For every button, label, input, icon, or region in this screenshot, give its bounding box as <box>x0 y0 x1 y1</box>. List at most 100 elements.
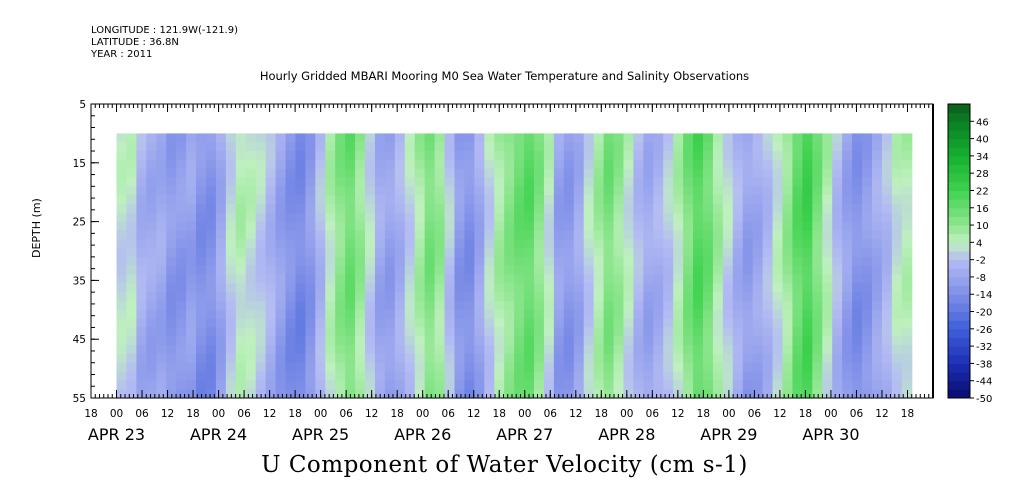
heatmap-cell <box>514 327 525 337</box>
heatmap-cell <box>613 230 625 240</box>
heatmap-cell <box>196 203 207 214</box>
heatmap-cell <box>712 168 724 179</box>
heatmap-cell <box>384 203 396 214</box>
heatmap-cell <box>116 142 128 152</box>
heatmap-cell <box>404 380 416 390</box>
heatmap-cell <box>653 248 664 258</box>
heatmap-cell <box>365 221 376 232</box>
heatmap-cell <box>365 248 376 258</box>
heatmap-cell <box>862 353 873 364</box>
heatmap-cell <box>852 318 863 329</box>
heatmap-cell <box>504 345 515 355</box>
heatmap-cell <box>822 159 833 170</box>
heatmap-cell <box>384 336 396 346</box>
heatmap-cell <box>832 283 843 293</box>
heatmap-cell <box>822 265 833 276</box>
heatmap-cell <box>176 248 187 258</box>
heatmap-cell <box>752 159 764 170</box>
colorbar-label: -14 <box>976 290 992 301</box>
heatmap-cell <box>176 274 187 284</box>
heatmap-cell <box>295 151 306 161</box>
heatmap-cell <box>633 345 644 355</box>
heatmap-cell <box>355 256 366 267</box>
heatmap-cell <box>901 274 913 284</box>
heatmap-cell <box>255 256 267 267</box>
heatmap-cell <box>156 283 167 293</box>
heatmap-cell <box>196 168 207 179</box>
heatmap-cell <box>166 300 177 311</box>
heatmap-cell <box>643 221 654 232</box>
heatmap-cell <box>315 345 326 355</box>
heatmap-cell <box>534 177 545 187</box>
heatmap-cell <box>504 371 515 381</box>
heatmap-cell <box>176 142 187 152</box>
heatmap-cell <box>196 186 207 196</box>
heatmap-cell <box>345 371 356 381</box>
colorbar-cell <box>948 354 970 364</box>
heatmap-cell <box>285 151 297 161</box>
heatmap-cell <box>762 274 774 284</box>
heatmap-cell <box>305 327 316 337</box>
heatmap-cell <box>394 133 406 143</box>
heatmap-cell <box>444 292 456 302</box>
colorbar-cell <box>948 129 970 140</box>
heatmap-cell <box>832 159 843 170</box>
heatmap-cell <box>802 168 813 179</box>
heatmap-cell <box>325 345 336 355</box>
heatmap-cell <box>901 168 913 179</box>
heatmap-cell <box>842 159 853 170</box>
heatmap-cell <box>633 300 644 311</box>
heatmap-cell <box>494 318 505 329</box>
heatmap-cell <box>355 380 366 390</box>
heatmap-cell <box>275 186 287 196</box>
heatmap-cell <box>126 159 137 170</box>
heatmap-cell <box>643 133 654 143</box>
heatmap-cell <box>663 389 674 399</box>
heatmap-cell <box>345 389 356 399</box>
heatmap-cell <box>166 212 177 223</box>
heatmap-cell <box>712 371 724 381</box>
heatmap-cell <box>534 256 545 267</box>
heatmap-cell <box>593 318 605 329</box>
heatmap-cell <box>374 212 386 223</box>
heatmap-cell <box>712 248 724 258</box>
heatmap-cell <box>176 327 187 337</box>
heatmap-cell <box>752 265 764 276</box>
heatmap-cell <box>583 380 595 390</box>
heatmap-cell <box>404 300 416 311</box>
heatmap-cell <box>752 389 764 399</box>
heatmap-cell <box>464 292 475 302</box>
heatmap-cell <box>434 371 446 381</box>
heatmap-cell <box>275 380 287 390</box>
heatmap-cell <box>534 371 545 381</box>
heatmap-cell <box>374 327 386 337</box>
heatmap-cell <box>871 336 883 346</box>
heatmap-cell <box>136 256 147 267</box>
heatmap-cell <box>583 300 595 311</box>
heatmap-cell <box>335 265 346 276</box>
heatmap-cell <box>683 151 694 161</box>
heatmap-cell <box>166 380 177 390</box>
heatmap-cell <box>693 195 704 205</box>
heatmap-cell <box>484 292 495 302</box>
heatmap-cell <box>464 239 475 249</box>
colorbar-cell <box>948 285 970 295</box>
heatmap-cell <box>275 274 287 284</box>
heatmap-cell <box>812 168 823 179</box>
heatmap-cell <box>374 300 386 311</box>
heatmap-cell <box>742 248 754 258</box>
heatmap-cell <box>852 353 863 364</box>
heatmap-cell <box>335 371 346 381</box>
heatmap-cell <box>434 283 446 293</box>
heatmap-cell <box>285 362 297 373</box>
heatmap-cell <box>702 380 714 390</box>
heatmap-cell <box>871 265 883 276</box>
heatmap-cell <box>852 230 863 240</box>
heatmap-cell <box>702 221 714 232</box>
heatmap-cell <box>176 300 187 311</box>
heatmap-cell <box>484 256 495 267</box>
heatmap-cell <box>156 133 167 143</box>
heatmap-cell <box>464 283 475 293</box>
heatmap-cell <box>434 239 446 249</box>
heatmap-cell <box>543 318 555 329</box>
